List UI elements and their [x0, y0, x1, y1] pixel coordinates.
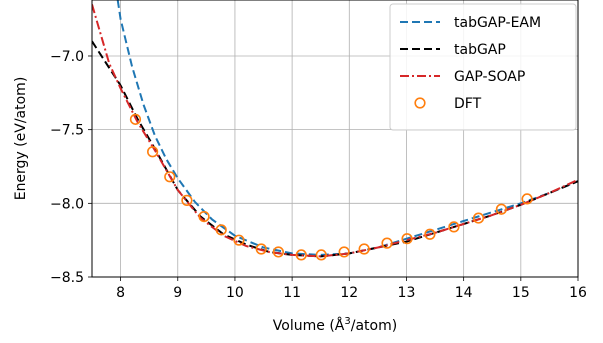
legend: tabGAP-EAM tabGAP GAP-SOAP DFT — [389, 3, 577, 131]
dft-point-1 — [147, 146, 159, 158]
dft-point-13 — [381, 237, 393, 249]
dft-point-19 — [521, 193, 533, 205]
x-tick-label-1: 9 — [173, 285, 182, 301]
legend-entry-0: tabGAP-EAM — [400, 15, 541, 31]
dft-point-15 — [424, 228, 436, 240]
dft-point-4 — [198, 210, 210, 223]
plot-frame — [91, 0, 579, 278]
ticks: 8 9 10 11 12 13 14 15 16 −8.5 −8.0 −7.5 −7.0 — [50, 49, 587, 301]
x-tick-label-6: 14 — [455, 285, 473, 301]
x-tick-label-2: 10 — [226, 285, 244, 301]
legend-label-3: DFT — [454, 96, 482, 112]
x-tick-label-0: 8 — [116, 285, 125, 301]
dft-point-3 — [181, 194, 193, 206]
dft-point-7 — [255, 243, 267, 255]
legend-entry-3: DFT — [414, 96, 482, 112]
dft-point-8 — [272, 246, 284, 258]
dft-point-6 — [233, 234, 245, 246]
series-line-tabgap-eam — [116, 0, 578, 256]
x-axis-label-superscript: 3 — [344, 316, 350, 327]
dft-point-14 — [401, 233, 413, 245]
legend-label-0: tabGAP-EAM — [454, 15, 541, 31]
x-tick-label-4: 12 — [340, 285, 358, 301]
legend-entry-2: GAP-SOAP — [400, 69, 525, 85]
y-tick-label-0: −8.5 — [50, 270, 84, 286]
dft-point-18 — [495, 203, 507, 215]
legend-box — [389, 3, 577, 131]
series-layer — [92, 0, 578, 261]
x-tick-label-5: 13 — [398, 285, 416, 301]
dft-point-0 — [129, 113, 142, 125]
y-axis-label: Energy (eV/atom) — [13, 77, 29, 201]
legend-marker-3 — [414, 97, 426, 109]
y-tick-label-3: −7.0 — [50, 49, 84, 65]
dft-point-17 — [472, 212, 485, 224]
y-tick-label-2: −7.5 — [50, 123, 84, 139]
dft-point-9 — [295, 249, 307, 261]
x-axis-label: Volume (Å3/atom) — [273, 316, 397, 334]
dft-point-12 — [358, 243, 370, 255]
dft-point-16 — [448, 221, 460, 233]
legend-label-1: tabGAP — [454, 42, 506, 58]
y-tick-label-1: −8.0 — [50, 196, 84, 212]
series-line-gap-soap — [92, 4, 578, 258]
x-tick-label-3: 11 — [283, 285, 301, 301]
dft-point-2 — [164, 171, 176, 183]
dft-point-10 — [315, 249, 327, 261]
legend-entry-1: tabGAP — [400, 42, 506, 58]
legend-label-2: GAP-SOAP — [454, 69, 525, 85]
x-axis-label-main: Volume (Å — [273, 317, 345, 334]
x-axis-label-suffix: /atom) — [351, 318, 397, 334]
x-tick-label-8: 16 — [569, 285, 587, 301]
x-tick-label-7: 15 — [512, 285, 530, 301]
dft-point-5 — [215, 224, 227, 236]
dft-point-11 — [338, 246, 350, 258]
